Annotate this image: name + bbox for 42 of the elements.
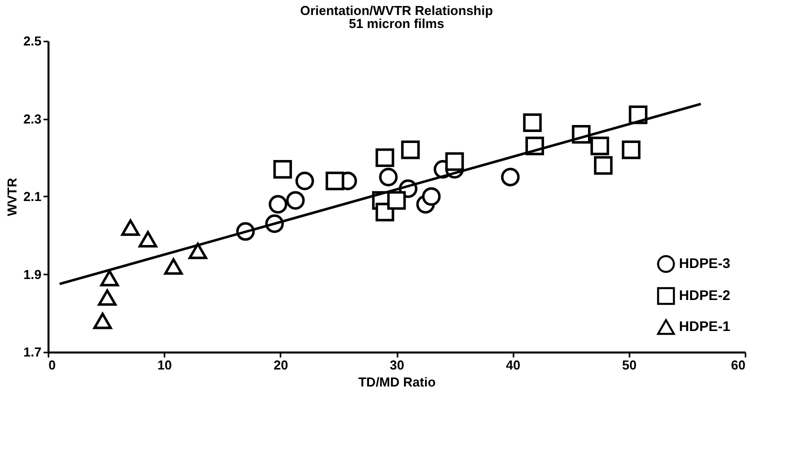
y-tick-label: 2.1: [23, 189, 42, 204]
point: [376, 148, 394, 167]
chart-subtitle: 51 micron films: [348, 16, 444, 31]
point: [100, 270, 119, 286]
point: [401, 140, 420, 160]
y-tick-label: 2.3: [23, 111, 42, 126]
y-tick-label: 2.5: [23, 34, 42, 48]
point: [121, 219, 140, 236]
y-tick-label: 1.9: [23, 266, 42, 282]
legend-label: HDPE-3: [679, 255, 731, 271]
x-tick-label: 20: [274, 358, 288, 372]
x-tick-label: 0: [48, 358, 56, 372]
point: [622, 140, 640, 160]
point: [138, 231, 158, 248]
point: [164, 258, 183, 275]
point: [594, 156, 613, 175]
point: [326, 172, 344, 190]
point: [379, 168, 398, 186]
x-tick-label: 30: [390, 358, 404, 372]
x-axis-title: TD/MD Ratio: [358, 374, 436, 390]
legend-label: HDPE-1: [679, 318, 731, 334]
y-axis-title: WVTR: [4, 177, 20, 216]
chart-title: Orientation/WVTR Relationship: [300, 3, 493, 18]
legend-label: HDPE-2: [679, 287, 731, 303]
y-tick-label: 1.7: [23, 344, 42, 360]
point: [422, 187, 441, 206]
x-tick-label: 60: [731, 358, 746, 372]
point: [93, 312, 112, 330]
point: [590, 136, 610, 156]
point: [445, 152, 464, 171]
x-tick-label: 50: [622, 358, 637, 372]
x-tick-label: 40: [506, 358, 520, 372]
x-tick-label: 10: [157, 358, 172, 372]
point: [286, 191, 305, 210]
point: [98, 289, 117, 306]
point: [273, 160, 292, 179]
point: [387, 191, 406, 210]
point: [501, 168, 520, 186]
point: [188, 242, 208, 260]
point: [523, 113, 542, 132]
point: [268, 194, 288, 214]
point: [295, 172, 314, 190]
